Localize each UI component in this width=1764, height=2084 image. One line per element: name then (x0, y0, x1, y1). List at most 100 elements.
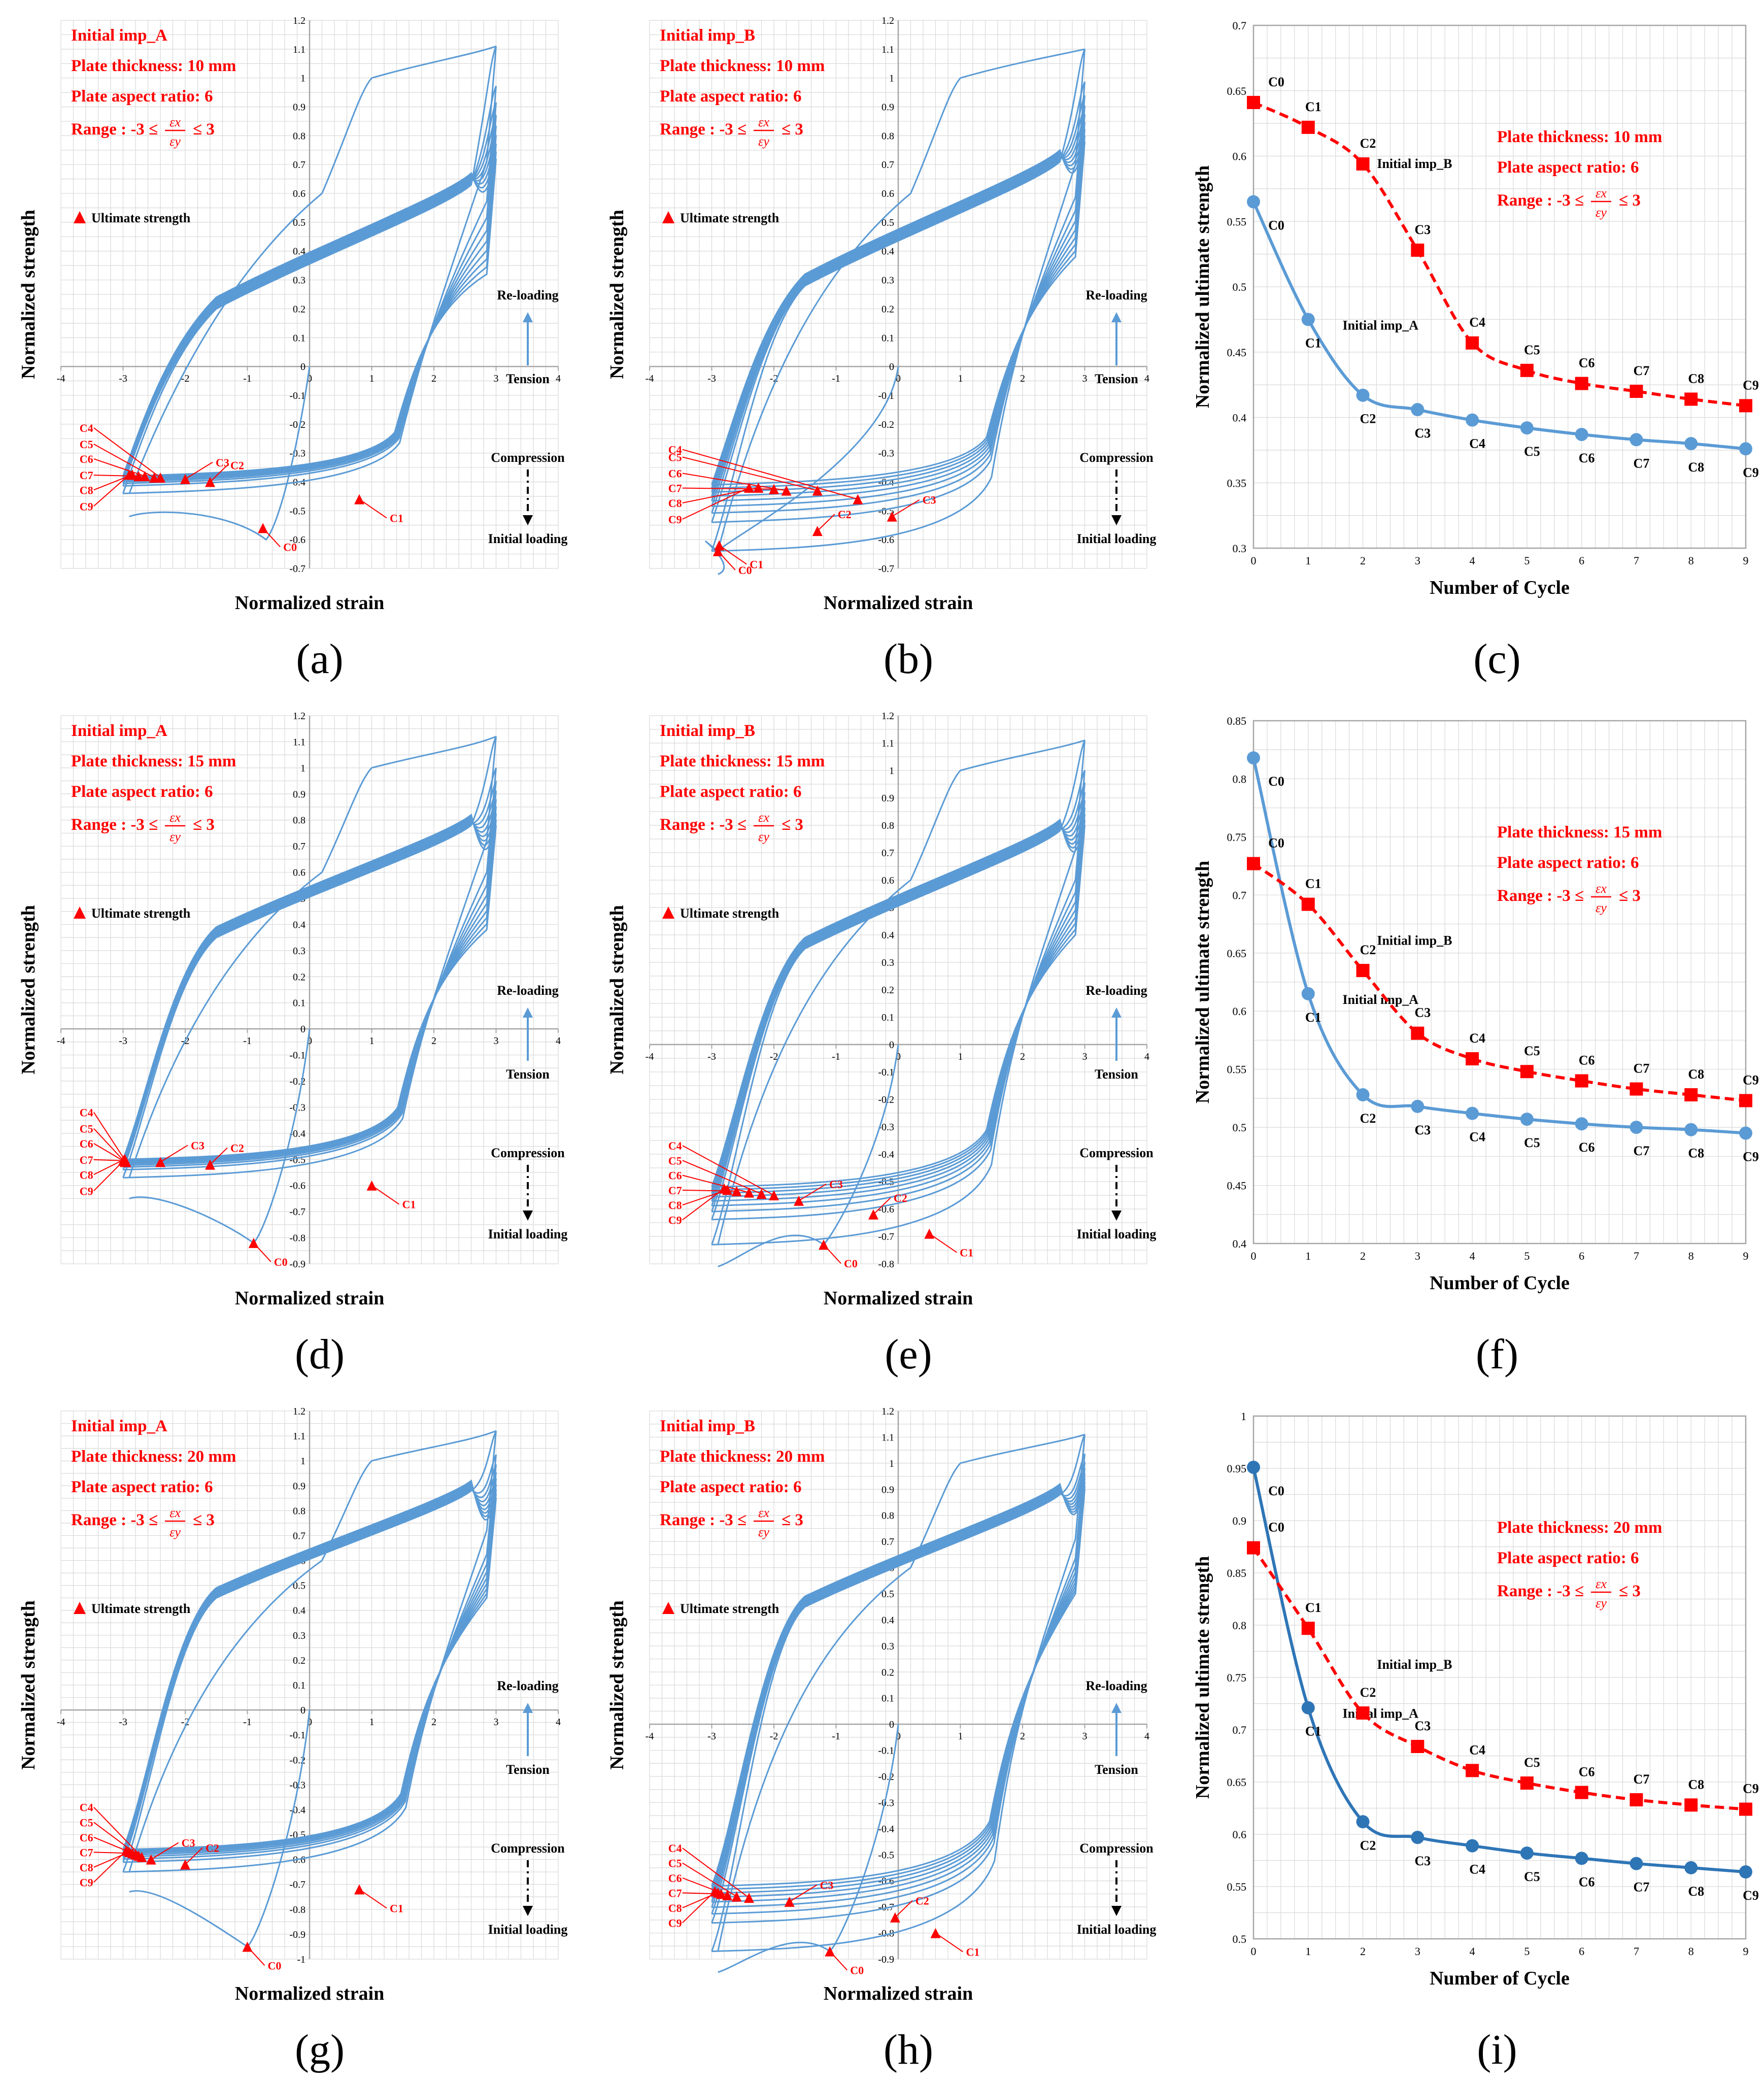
y-tick-label: -0.4 (289, 1128, 306, 1139)
y-axis-label: Normalized ultimate strength (1192, 165, 1213, 408)
range-frac-top: εx (1596, 881, 1607, 896)
chart-svg-d: -4 -3 -2 -1 0 1 2 3 4-0.9-0.8-0.7-0.6-0.5-0.4-0.… (18, 711, 567, 1309)
point-leader (682, 449, 858, 500)
first-reloading-curve (128, 735, 497, 1178)
x-tick-label: 7 (1634, 554, 1639, 567)
info-line: Plate aspect ratio: 6 (1497, 854, 1639, 872)
y-tick-label: 0.2 (881, 985, 894, 996)
point-label-c0: C0 (844, 1257, 858, 1270)
y-tick-label: 0 (889, 1039, 894, 1051)
y-tick-label: 1 (889, 73, 894, 84)
point-label-c7: C7 (1634, 1772, 1650, 1787)
point-label-c3: C3 (191, 1139, 205, 1152)
data-point (1466, 336, 1479, 350)
point-marker-c6 (744, 1187, 754, 1198)
x-tick-label: 9 (1743, 554, 1749, 567)
ultimate-strength-points: C0 C1 C2 C3 C4 C5 C6 C7 C8 C9 (80, 1801, 403, 1972)
x-axis-label: Normalized strain (235, 1288, 384, 1309)
x-tick-label: 4 (1470, 554, 1475, 567)
x-tick-label: -4 (646, 1051, 654, 1062)
data-point (1466, 413, 1479, 427)
point-marker-c3 (155, 1157, 165, 1167)
data-point (1520, 363, 1534, 377)
point-label-c2: C2 (230, 459, 244, 472)
range-frac-bottom: εy (1596, 900, 1607, 915)
data-point (1630, 433, 1643, 447)
y-tick-label: -0.7 (289, 1206, 306, 1218)
range-frac-bottom: εy (758, 134, 769, 149)
point-leader (789, 1885, 818, 1902)
cycle-loop-2 (711, 770, 1085, 1221)
point-label-c1: C1 (1305, 335, 1321, 350)
point-marker-c5 (756, 1189, 767, 1199)
x-tick-label: 4 (1470, 1945, 1475, 1958)
first-reloading-curve (128, 1430, 497, 1872)
point-leader (829, 1951, 847, 1971)
x-tick-label: 9 (1743, 1250, 1749, 1262)
annotation-initial-loading: Initial loading (1077, 531, 1157, 546)
data-point (1411, 1099, 1424, 1113)
x-tick-label: 2 (1360, 554, 1366, 567)
point-label-c2: C2 (1360, 1685, 1376, 1700)
point-label-c5: C5 (668, 1154, 682, 1167)
y-tick-label: 0.6 (881, 188, 894, 199)
data-point (1466, 1106, 1479, 1120)
y-axis-label: Normalized ultimate strength (1192, 1556, 1213, 1799)
grid-lines (60, 715, 559, 1264)
y-axis-label: Normalized strength (606, 905, 628, 1074)
point-label-c3: C3 (1414, 426, 1431, 441)
legend-label: Ultimate strength (91, 211, 191, 225)
annotation-compression: Compression (491, 450, 565, 465)
point-marker-c2 (180, 1859, 190, 1870)
x-tick-label: 0 (307, 1717, 312, 1728)
cycle-loop-6 (122, 135, 497, 480)
y-tick-label: 0.7 (293, 159, 306, 171)
data-point (1520, 1113, 1534, 1126)
point-marker-c3 (784, 1896, 795, 1907)
range-tail: ≤ 3 (193, 120, 215, 139)
range-label: Range : -3 ≤ (660, 120, 747, 139)
series-name-label: Initial imp_B (1377, 1657, 1452, 1672)
point-label-c9: C9 (668, 1214, 682, 1227)
hysteresis-curves (122, 735, 497, 1244)
x-axis-label: Number of Cycle (1430, 1968, 1570, 1989)
y-tick-label: 1.1 (293, 44, 306, 55)
first-reloading-curve (717, 740, 1085, 1245)
range-label: Range : -3 ≤ (71, 816, 158, 834)
y-tick-label: -0.4 (878, 1149, 894, 1160)
y-tick-label: 0.3 (881, 275, 894, 286)
point-leader (210, 464, 228, 483)
y-tick-label: 0.7 (1233, 889, 1247, 901)
x-tick-label: 4 (1144, 1731, 1149, 1742)
compression-arrow-head (523, 1906, 533, 1916)
point-leader (682, 456, 818, 491)
point-leader (93, 458, 145, 477)
range-label: Range : -3 ≤ (71, 1511, 158, 1529)
data-point (1684, 1088, 1698, 1102)
data-point (1466, 1052, 1479, 1066)
annotation-initial-loading: Initial loading (488, 531, 568, 546)
point-label-c5: C5 (668, 1857, 682, 1870)
title-line: Plate thickness: 10 mm (660, 57, 825, 75)
y-tick-label: -0.7 (878, 563, 894, 575)
annotation-reloading: Re-loading (497, 983, 558, 998)
range-tail: ≤ 3 (782, 1511, 803, 1529)
cycle-loop-3 (711, 95, 1085, 514)
axes: 0 1 2 3 4 5 6 7 8 9 0.3 0.35 0.4 0.45 0.5 0.55 0.6 0.65 0.… (1227, 19, 1749, 567)
range-frac-top: εx (169, 115, 181, 129)
x-tick-label: -3 (119, 1035, 127, 1047)
y-tick-label: 0 (889, 1719, 894, 1730)
y-tick-label: 0.1 (881, 332, 894, 344)
point-label-c2: C2 (1360, 412, 1376, 426)
range-formula: Range : -3 ≤ εx εy ≤ 3 (660, 810, 803, 844)
y-tick-label: 0.3 (881, 957, 894, 968)
legend-triangle-icon (662, 1602, 674, 1614)
data-point (1575, 1786, 1588, 1799)
point-leader (93, 1159, 125, 1175)
y-tick-label: 0.7 (881, 1536, 894, 1548)
point-marker-c1 (354, 1884, 364, 1895)
x-tick-label: 4 (1470, 1250, 1475, 1262)
data-point (1356, 1815, 1370, 1829)
point-label-c5: C5 (1524, 1044, 1540, 1058)
info-line: Plate thickness: 15 mm (1497, 823, 1662, 842)
